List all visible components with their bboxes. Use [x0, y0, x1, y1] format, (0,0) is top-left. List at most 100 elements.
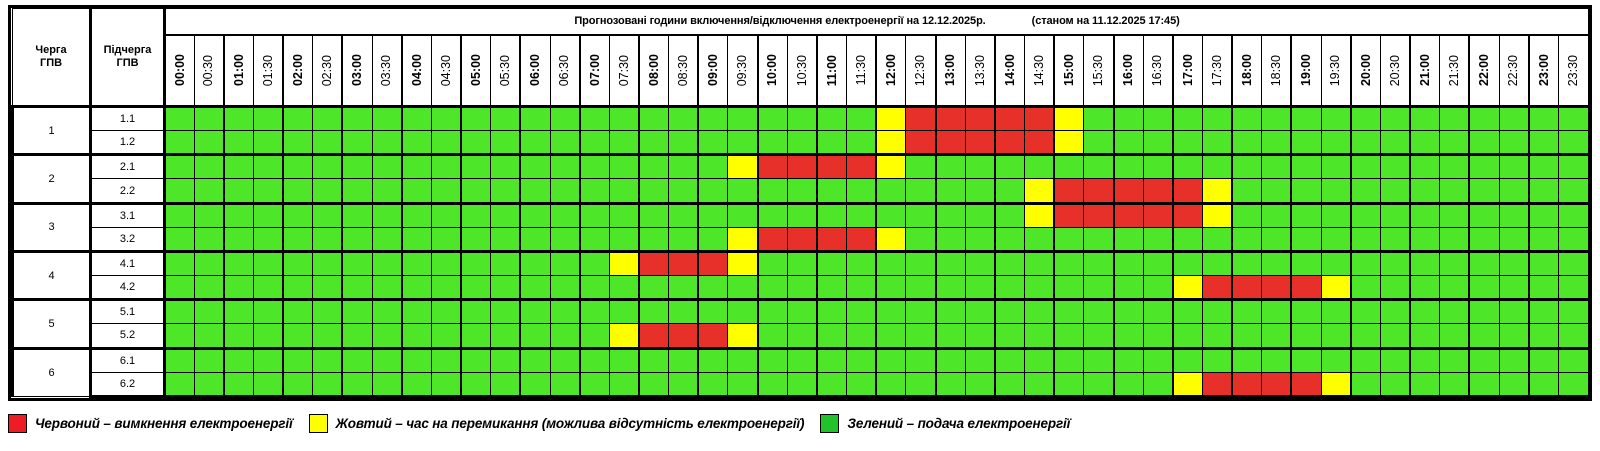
slot-2.2-1030: [786, 178, 818, 205]
slot-1.2-2000: [1349, 130, 1381, 157]
slot-5.1-0630: [549, 298, 581, 325]
slot-1.2-0000: [163, 130, 195, 157]
time-header-0730: 07:30: [608, 34, 640, 108]
slot-6.1-1100: [815, 346, 848, 373]
slot-1.1-0600: [519, 104, 551, 132]
time-header-2330: 23:30: [1557, 34, 1590, 108]
slot-3.2-1200: [875, 226, 907, 253]
slot-4.1-1600: [1112, 249, 1144, 277]
slot-2.2-0500: [460, 178, 492, 205]
slot-2.2-2300: [1527, 178, 1559, 205]
time-header-label: 07:00: [587, 54, 602, 87]
slot-1.2-0400: [400, 130, 432, 157]
slot-4.2-1530: [1083, 275, 1114, 302]
slot-1.1-1600: [1112, 104, 1144, 132]
slot-4.2-0200: [282, 275, 314, 302]
slot-4.1-0800: [638, 249, 670, 277]
slot-6.2-1800: [1231, 371, 1263, 399]
slot-2.2-0800: [638, 178, 670, 205]
slot-6.1-0400: [400, 346, 432, 373]
slot-5.1-0130: [252, 298, 284, 325]
slot-5.1-2200: [1468, 298, 1500, 325]
time-header-0130: 01:30: [252, 34, 284, 108]
slot-2.2-0400: [400, 178, 432, 205]
slot-4.1-1730: [1201, 249, 1233, 277]
time-header-label: 20:00: [1358, 54, 1373, 87]
slot-1.2-0730: [608, 130, 640, 157]
time-header-0200: 02:00: [282, 34, 314, 108]
slot-6.1-2130: [1439, 346, 1470, 373]
slot-5.2-2330: [1557, 323, 1590, 350]
slot-4.2-0530: [490, 275, 521, 302]
slot-5.1-1230: [905, 298, 937, 325]
slot-4.1-0400: [400, 249, 432, 277]
slot-4.2-0130: [252, 275, 284, 302]
slot-3.1-2300: [1527, 201, 1559, 228]
slot-3.2-1300: [934, 226, 966, 253]
slot-6.1-1830: [1261, 346, 1292, 373]
slot-1.1-1500: [1053, 104, 1085, 132]
slot-1.1-2130: [1439, 104, 1470, 132]
slot-3.2-2330: [1557, 226, 1590, 253]
slot-3.2-2230: [1498, 226, 1530, 253]
slot-5.2-0430: [430, 323, 462, 350]
slot-6.2-1930: [1320, 371, 1352, 399]
slot-3.1-1800: [1231, 201, 1263, 228]
time-header-row: 00:00 00:30 01:00 01:30 02:00 02:30 03:00 03:30…: [13, 34, 1590, 108]
time-header-1930: 19:30: [1320, 34, 1352, 108]
slot-1.2-1630: [1142, 130, 1174, 157]
slot-3.1-1630: [1142, 201, 1174, 228]
slot-3.2-0700: [578, 226, 610, 253]
slot-5.1-0100: [222, 298, 254, 325]
slot-2.1-2100: [1409, 153, 1441, 180]
slot-3.1-0630: [549, 201, 581, 228]
slot-5.1-0600: [519, 298, 551, 325]
time-header-0600: 06:00: [519, 34, 551, 108]
slot-4.1-0230: [312, 249, 343, 277]
slot-6.2-0930: [727, 371, 759, 399]
slot-6.2-0200: [282, 371, 314, 399]
time-header-label: 21:30: [1447, 54, 1462, 86]
slot-3.2-0900: [697, 226, 729, 253]
slot-1.1-1330: [964, 104, 996, 132]
slot-2.1-1300: [934, 153, 966, 180]
slot-3.1-2230: [1498, 201, 1530, 228]
slot-5.1-0000: [163, 298, 195, 325]
slot-5.1-0330: [371, 298, 403, 325]
time-header-label: 03:00: [350, 54, 365, 87]
slot-6.2-0430: [430, 371, 462, 399]
time-header-label: 11:30: [853, 55, 868, 86]
slot-5.1-1200: [875, 298, 907, 325]
slot-3.2-0100: [222, 226, 254, 253]
time-header-1100: 11:00: [815, 34, 848, 108]
slot-2.1-1630: [1142, 153, 1174, 180]
slot-4.1-0300: [341, 249, 373, 277]
slot-4.2-0330: [371, 275, 403, 302]
time-header-2000: 20:00: [1349, 34, 1381, 108]
time-header-label: 09:30: [735, 54, 750, 86]
time-header-1330: 13:30: [964, 34, 996, 108]
slot-3.2-1400: [993, 226, 1026, 253]
slot-4.2-2230: [1498, 275, 1530, 302]
table-header: Черга ГПВ Підчерга ГПВ Прогнозовані годи…: [12, 8, 1590, 108]
slot-2.1-0600: [519, 153, 551, 180]
slot-4.1-1400: [993, 249, 1026, 277]
subqueue-cell-2.2: 2.2: [90, 178, 166, 205]
slot-5.2-0630: [549, 323, 581, 350]
slot-6.2-0700: [578, 371, 610, 399]
slot-5.2-1600: [1112, 323, 1144, 350]
slot-1.2-1030: [786, 130, 818, 157]
slot-1.1-1230: [905, 104, 937, 132]
queue-cell-6: 6: [11, 346, 92, 398]
time-header-1200: 12:00: [875, 34, 907, 108]
slot-3.1-0130: [252, 201, 284, 228]
slot-6.2-0400: [400, 371, 432, 399]
slot-2.1-2000: [1349, 153, 1381, 180]
slot-1.1-0530: [490, 104, 521, 132]
slot-4.1-1830: [1261, 249, 1292, 277]
slot-3.2-0130: [252, 226, 284, 253]
time-header-label: 17:00: [1180, 54, 1195, 87]
slot-5.2-0000: [163, 323, 195, 350]
slot-6.1-1500: [1053, 346, 1085, 373]
slot-6.1-2200: [1468, 346, 1500, 373]
